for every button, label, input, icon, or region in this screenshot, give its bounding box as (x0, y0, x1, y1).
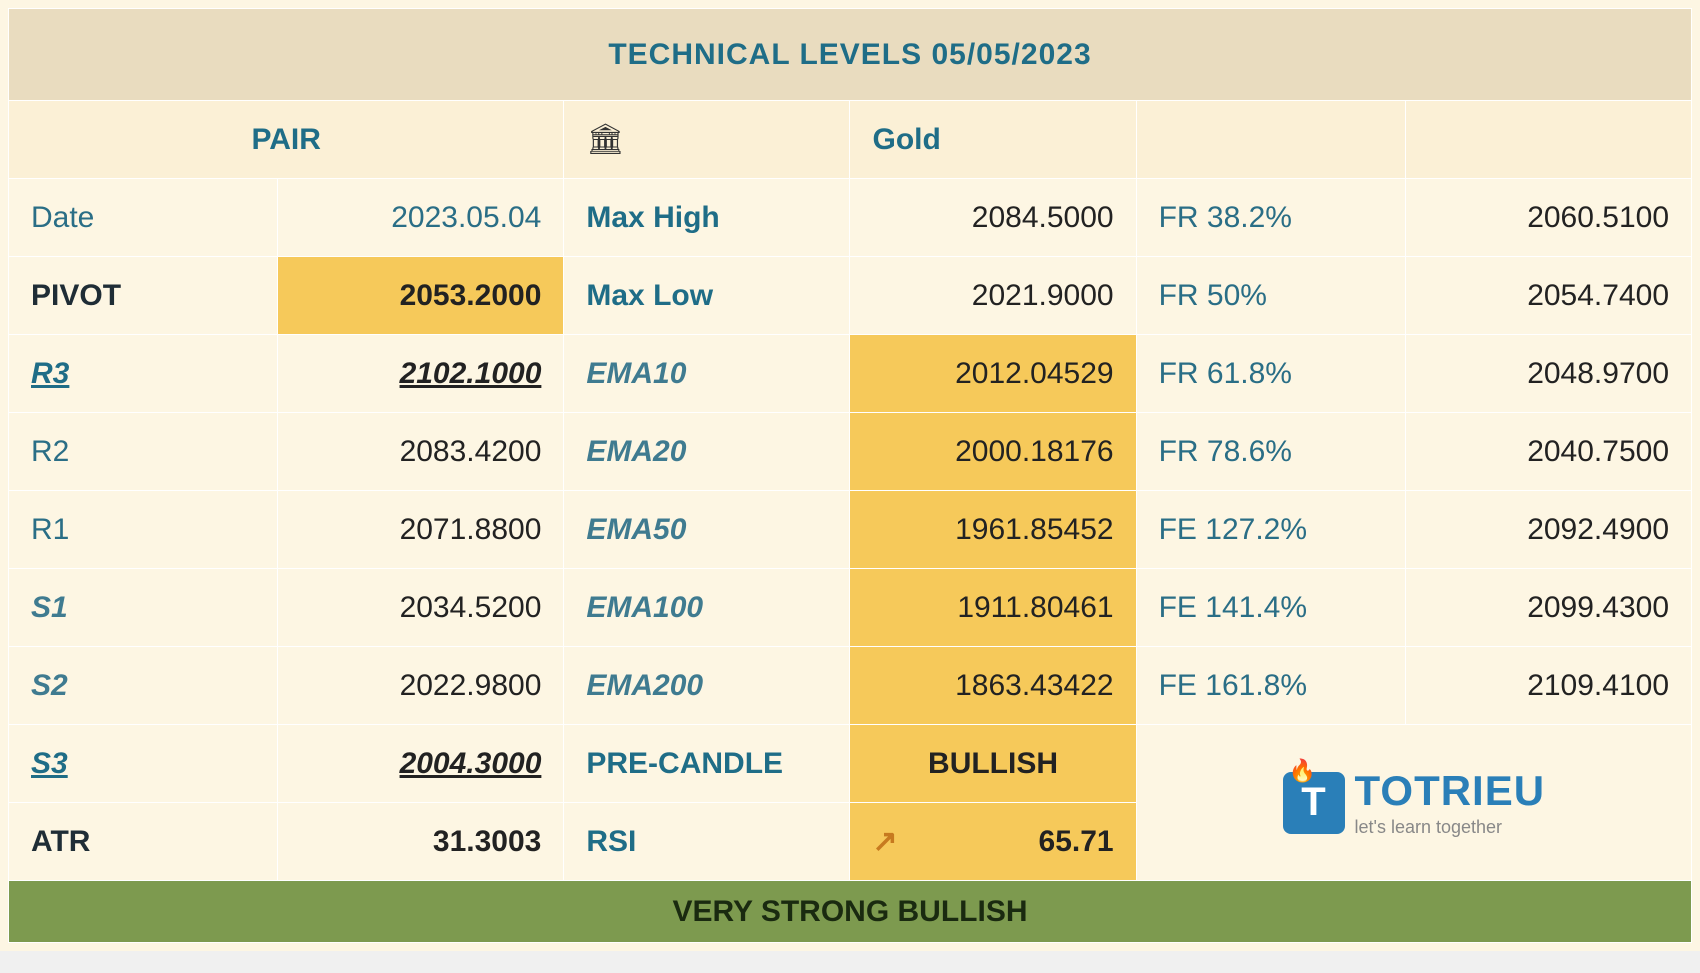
fr786-value: 2040.7500 (1405, 413, 1691, 491)
precandle-label: PRE-CANDLE (564, 725, 850, 803)
title-row: TECHNICAL LEVELS 05/05/2023 (9, 9, 1692, 101)
ema200-label: EMA200 (564, 647, 850, 725)
fr382-label: FR 38.2% (1136, 179, 1405, 257)
date-label: Date (9, 179, 278, 257)
fe1272-value: 2092.4900 (1405, 491, 1691, 569)
table-row: PIVOT 2053.2000 Max Low 2021.9000 FR 50%… (9, 257, 1692, 335)
table-row: S2 2022.9800 EMA200 1863.43422 FE 161.8%… (9, 647, 1692, 725)
ema50-label: EMA50 (564, 491, 850, 569)
fe1272-label: FE 127.2% (1136, 491, 1405, 569)
logo-brand: TOTRIEU (1355, 770, 1546, 812)
ema100-value: 1911.80461 (850, 569, 1136, 647)
pair-header: PAIR (9, 101, 564, 179)
ema10-label: EMA10 (564, 335, 850, 413)
s2-label: S2 (9, 647, 278, 725)
rsi-value: 65.71 (1039, 825, 1114, 859)
flame-icon: 🔥 (1289, 758, 1316, 784)
table-row: R3 2102.1000 EMA10 2012.04529 FR 61.8% 2… (9, 335, 1692, 413)
bank-icon: 🏛 (586, 123, 624, 156)
pivot-label: PIVOT (9, 257, 278, 335)
fr50-label: FR 50% (1136, 257, 1405, 335)
r1-label: R1 (9, 491, 278, 569)
levels-table: TECHNICAL LEVELS 05/05/2023 PAIR 🏛 Gold … (8, 8, 1692, 943)
r2-label: R2 (9, 413, 278, 491)
s1-label: S1 (9, 569, 278, 647)
fr618-label: FR 61.8% (1136, 335, 1405, 413)
fr382-value: 2060.5100 (1405, 179, 1691, 257)
table-row: S1 2034.5200 EMA100 1911.80461 FE 141.4%… (9, 569, 1692, 647)
ema100-label: EMA100 (564, 569, 850, 647)
logo-badge: 🔥 T (1283, 772, 1345, 834)
ema20-value: 2000.18176 (850, 413, 1136, 491)
logo-tagline: let's learn together (1355, 818, 1503, 836)
table-row: Date 2023.05.04 Max High 2084.5000 FR 38… (9, 179, 1692, 257)
technical-levels-card: TOTRIEU let's learn together TECHNICAL L… (0, 0, 1700, 951)
atr-label: ATR (9, 803, 278, 881)
logo-cell: 🔥 T TOTRIEU let's learn together (1136, 725, 1691, 881)
fe1414-value: 2099.4300 (1405, 569, 1691, 647)
header-blank-1 (1136, 101, 1405, 179)
r2-value: 2083.4200 (278, 413, 564, 491)
table-row: R2 2083.4200 EMA20 2000.18176 FR 78.6% 2… (9, 413, 1692, 491)
maxhigh-value: 2084.5000 (850, 179, 1136, 257)
rsi-label: RSI (564, 803, 850, 881)
ema50-value: 1961.85452 (850, 491, 1136, 569)
fe1618-value: 2109.4100 (1405, 647, 1691, 725)
table-row: R1 2071.8800 EMA50 1961.85452 FE 127.2% … (9, 491, 1692, 569)
atr-value: 31.3003 (278, 803, 564, 881)
rsi-cell: ↗ 65.71 (850, 803, 1136, 881)
r1-value: 2071.8800 (278, 491, 564, 569)
s1-value: 2034.5200 (278, 569, 564, 647)
table-title: TECHNICAL LEVELS 05/05/2023 (9, 9, 1692, 101)
fr786-label: FR 78.6% (1136, 413, 1405, 491)
fr50-value: 2054.7400 (1405, 257, 1691, 335)
s3-label: S3 (9, 725, 278, 803)
fe1414-label: FE 141.4% (1136, 569, 1405, 647)
arrow-up-right-icon: ↗ (872, 824, 897, 859)
date-value: 2023.05.04 (278, 179, 564, 257)
pair-icon-cell: 🏛 (564, 101, 850, 179)
maxlow-value: 2021.9000 (850, 257, 1136, 335)
ema200-value: 1863.43422 (850, 647, 1136, 725)
logo: 🔥 T TOTRIEU let's learn together (1159, 770, 1669, 836)
logo-text: TOTRIEU let's learn together (1355, 770, 1546, 836)
logo-letter: T (1301, 780, 1325, 825)
trend-status: VERY STRONG BULLISH (9, 881, 1692, 943)
s2-value: 2022.9800 (278, 647, 564, 725)
ema20-label: EMA20 (564, 413, 850, 491)
r3-label: R3 (9, 335, 278, 413)
s3-value: 2004.3000 (278, 725, 564, 803)
header-blank-2 (1405, 101, 1691, 179)
status-row: VERY STRONG BULLISH (9, 881, 1692, 943)
pair-name: Gold (850, 101, 1136, 179)
ema10-value: 2012.04529 (850, 335, 1136, 413)
fr618-value: 2048.9700 (1405, 335, 1691, 413)
maxlow-label: Max Low (564, 257, 850, 335)
table-row: S3 2004.3000 PRE-CANDLE BULLISH 🔥 T TOTR… (9, 725, 1692, 803)
precandle-value: BULLISH (850, 725, 1136, 803)
header-row: PAIR 🏛 Gold (9, 101, 1692, 179)
r3-value: 2102.1000 (278, 335, 564, 413)
pivot-value: 2053.2000 (278, 257, 564, 335)
fe1618-label: FE 161.8% (1136, 647, 1405, 725)
maxhigh-label: Max High (564, 179, 850, 257)
